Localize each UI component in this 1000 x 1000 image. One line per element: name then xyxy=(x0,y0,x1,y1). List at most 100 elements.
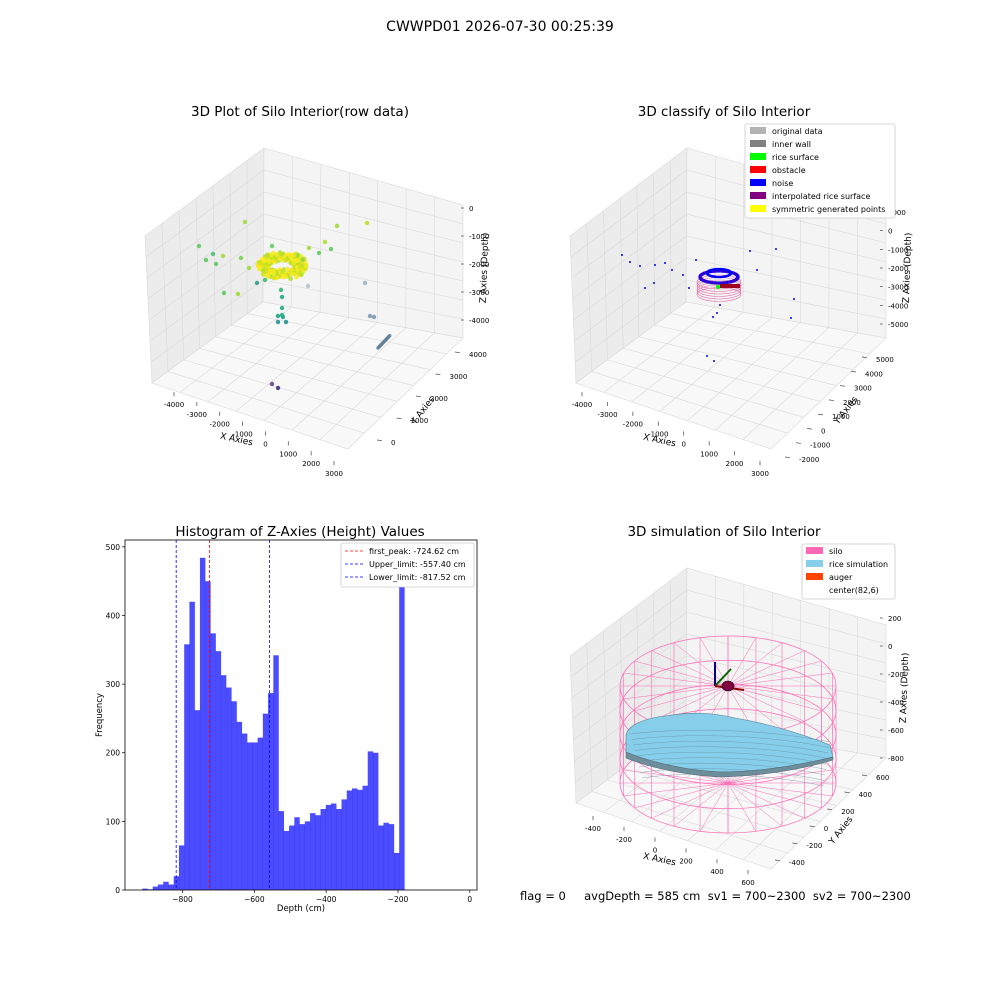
sim-x-tick-label: -400 xyxy=(585,825,601,833)
raw-y-tick-mark xyxy=(454,351,460,354)
grid-line xyxy=(572,633,687,720)
silo-top-spoke xyxy=(727,660,822,687)
histogram-bar xyxy=(142,888,148,890)
sim-y-tick-mark xyxy=(774,859,780,862)
grid-line xyxy=(229,173,232,326)
noise-point xyxy=(719,304,721,306)
grid-line xyxy=(570,169,688,258)
silo-bottom-spoke xyxy=(727,782,783,827)
histogram-bar xyxy=(315,815,321,890)
grid-line xyxy=(653,173,655,326)
grid-line xyxy=(574,257,687,342)
raw-data-point xyxy=(295,258,300,263)
raw-x-tick-label: -3000 xyxy=(187,411,207,419)
legend-label: rice simulation xyxy=(829,560,888,569)
histogram-bar xyxy=(320,809,326,890)
raw-data-point xyxy=(275,313,281,319)
sim-y-tick-mark xyxy=(809,825,815,828)
grid-line xyxy=(686,257,887,301)
noise-point xyxy=(629,261,631,263)
grid-line xyxy=(686,633,887,683)
rice-surface xyxy=(625,712,834,787)
raw-z-tick-label: 0 xyxy=(469,205,473,213)
cls-x-tick-label: 1000 xyxy=(700,450,718,458)
grid-line xyxy=(183,359,381,418)
raw-data-point xyxy=(303,263,309,268)
grid-line xyxy=(146,191,264,279)
silo-bottom-spoke xyxy=(727,769,833,784)
noise-point xyxy=(695,259,697,261)
histogram-bar xyxy=(215,651,222,890)
x-tick-label: −800 xyxy=(172,895,193,904)
noise-point xyxy=(654,264,656,266)
grid-line xyxy=(742,584,745,733)
silo-bottom-spoke xyxy=(623,782,729,797)
grid-line xyxy=(235,317,349,412)
grid-line xyxy=(586,643,593,792)
sim-y-tick-label: 0 xyxy=(824,825,828,833)
grid-line xyxy=(263,322,378,421)
grid-line xyxy=(686,213,887,263)
noise-point xyxy=(717,267,721,271)
histogram-bar xyxy=(247,742,253,890)
rice-mesh-line xyxy=(635,752,827,765)
cls-z-tick-label: -5000 xyxy=(888,321,908,329)
histogram-bar xyxy=(210,633,216,890)
sim-y-tick-mark xyxy=(792,842,798,845)
raw-y-tick-mark xyxy=(435,373,441,376)
classify-plot-points xyxy=(621,248,795,362)
histogram-bar xyxy=(367,751,374,890)
noise-point xyxy=(712,316,714,318)
legend-label: noise xyxy=(772,179,793,188)
raw-plot-zlabel: Z Axies (Depth) xyxy=(479,233,491,304)
legend-swatch xyxy=(750,166,766,173)
noise-point xyxy=(644,287,646,289)
legend-label: auger xyxy=(829,573,853,582)
cls-y-tick-mark xyxy=(850,370,856,373)
sim-y-tick-mark xyxy=(827,808,833,811)
cls-y-tick-mark xyxy=(795,442,801,444)
noise-point xyxy=(664,262,666,264)
cls-y-tick-mark xyxy=(839,385,845,387)
floor-pane xyxy=(575,301,887,450)
interpolated-surface-ring xyxy=(696,284,742,300)
raw-x-tick-label: 0 xyxy=(263,440,267,448)
sim-y-tick-mark xyxy=(844,791,850,794)
classify-plot-xlabel: X Axies xyxy=(642,433,677,450)
raw-data-point xyxy=(275,385,281,391)
silo-top-spoke xyxy=(727,685,833,700)
noise-point xyxy=(775,248,777,250)
silo-top-spoke xyxy=(727,650,805,687)
histogram-bar xyxy=(346,790,353,890)
histogram-bar xyxy=(310,813,316,890)
cls-z-tick-label: 0 xyxy=(888,228,892,236)
raw-y-tick-label: 2000 xyxy=(430,395,448,403)
raw-data-point xyxy=(367,313,373,319)
histogram-bar xyxy=(241,733,248,890)
histogram-bar xyxy=(378,825,384,890)
grid-line xyxy=(319,164,322,313)
sim-z-tick-label: 200 xyxy=(888,615,901,623)
silo-bottom-spoke xyxy=(727,782,805,819)
raw-data-point xyxy=(362,280,368,286)
noise-point xyxy=(790,317,792,319)
raw-data-point xyxy=(265,252,270,258)
histogram-frame xyxy=(124,539,478,891)
raw-data-point xyxy=(294,274,299,280)
classify-plot-ticks: -4000 -3000 -2000 -1000 0 1000 2000 3000 -2000 -1… xyxy=(572,209,909,478)
raw-z-tick-label: -2000 xyxy=(469,261,489,269)
raw-data-point xyxy=(210,251,216,257)
histogram-bar xyxy=(399,585,405,890)
sim-z-tick-label: -600 xyxy=(888,727,904,735)
grid-line xyxy=(686,589,887,645)
raw-y-tick-mark xyxy=(376,439,382,442)
grid-line xyxy=(670,313,870,355)
histogram-bar xyxy=(163,881,169,890)
auger-center xyxy=(721,680,735,692)
grid-line xyxy=(167,371,365,434)
histogram-bar xyxy=(189,601,195,890)
grid-line xyxy=(199,347,398,402)
histogram-bar xyxy=(273,655,279,890)
grid-line xyxy=(591,791,788,854)
raw-data-point xyxy=(274,252,279,257)
